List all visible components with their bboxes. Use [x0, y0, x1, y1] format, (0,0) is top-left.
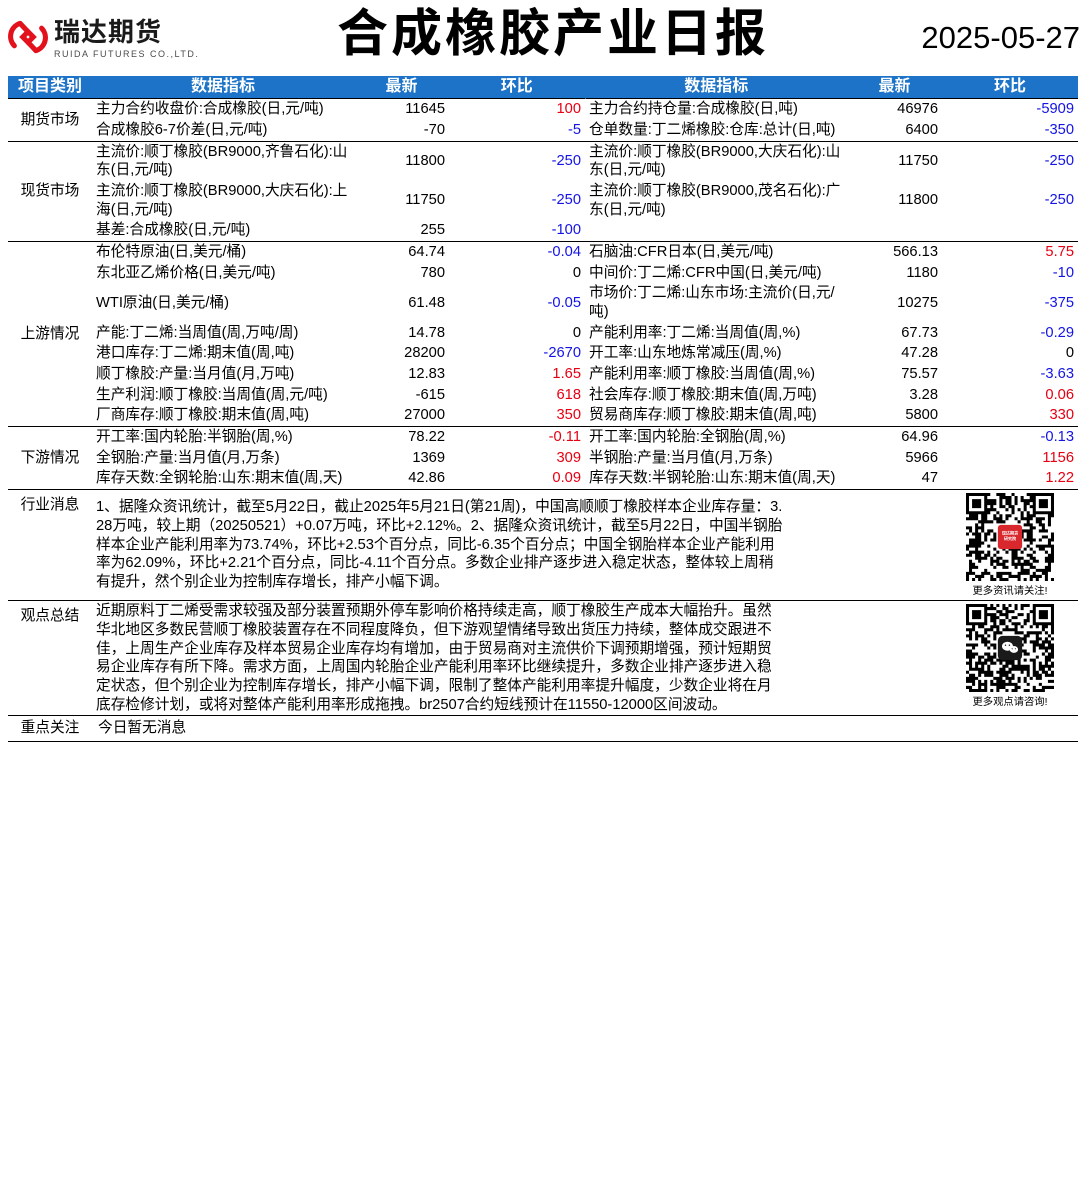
svg-text:瑞达期货: 瑞达期货: [1002, 530, 1018, 536]
svg-text:研究院: 研究院: [1004, 535, 1016, 541]
